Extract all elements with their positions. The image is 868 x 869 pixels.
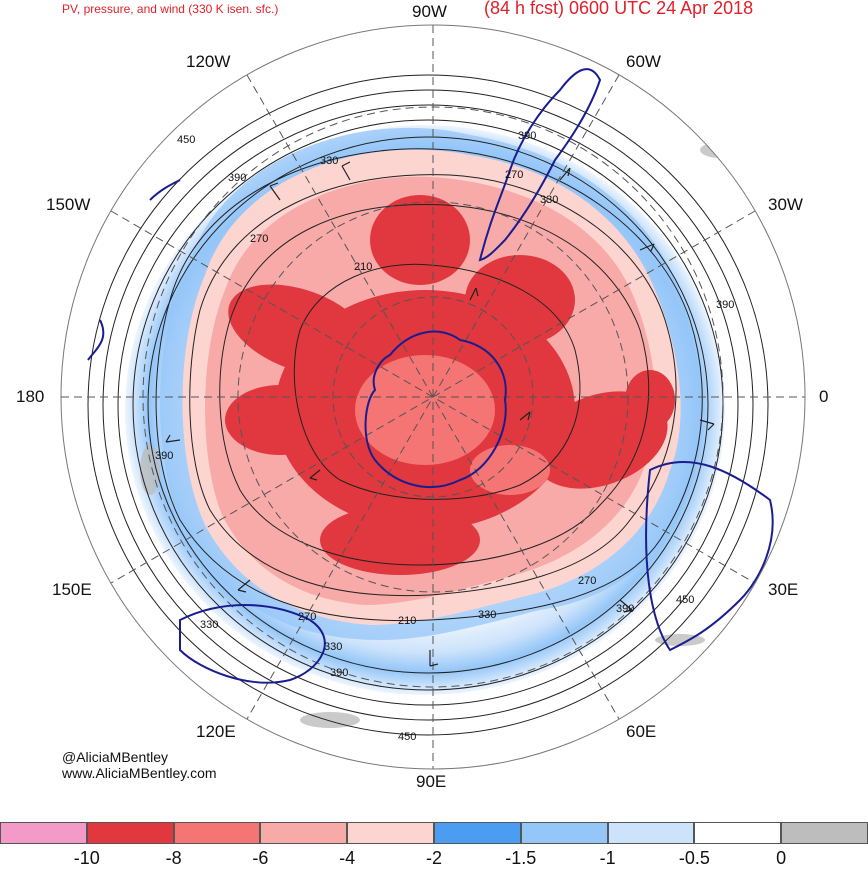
lon-label-60w: 60W <box>626 52 661 71</box>
map-title: PV, pressure, and wind (330 K isen. sfc.… <box>62 2 279 16</box>
lon-label-150e: 150E <box>52 580 92 599</box>
contour-label: 270 <box>578 575 596 587</box>
contour-label: 390 <box>228 172 246 184</box>
contour-label: 390 <box>616 603 634 615</box>
lon-label-90w: 90W <box>412 2 447 21</box>
colorbar-tick-label: 0 <box>776 848 787 868</box>
meridians <box>61 25 805 769</box>
colorbar-tick-label: -4 <box>339 848 356 868</box>
colorbar-swatch <box>520 822 608 844</box>
colorbar-tick-label: -1.5 <box>505 848 537 868</box>
colorbar-swatch <box>86 822 174 844</box>
contour-label: 210 <box>354 261 372 273</box>
colorbar-swatch <box>694 822 782 844</box>
contour-label: 330 <box>478 609 496 621</box>
wind-barbs <box>165 161 715 667</box>
lon-label-150w: 150W <box>46 195 91 214</box>
lon-label-30w: 30W <box>768 195 803 214</box>
colorbar-tick-label: -10 <box>73 848 100 868</box>
colorbar-swatch <box>0 822 87 844</box>
contour-labels: 390 330 450 270 390 330 210 390 390 270 … <box>155 130 734 743</box>
colorbar-tick-label: -1 <box>599 848 616 868</box>
contour-label: 450 <box>177 134 195 146</box>
colorbar-swatch <box>434 822 521 844</box>
colorbar-swatch <box>781 822 868 844</box>
contour-label: 330 <box>320 155 338 167</box>
lon-label-180: 180 <box>16 387 45 406</box>
contour-label: 390 <box>155 450 173 462</box>
colorbar-swatch <box>173 822 261 844</box>
credit-handle: @AliciaMBentley <box>62 749 169 765</box>
colorbar-swatch <box>347 822 434 844</box>
contour-label: 330 <box>324 641 342 653</box>
contour-label: 270 <box>505 169 523 181</box>
lon-label-90e: 90E <box>416 772 447 791</box>
colorbar-swatch <box>607 822 695 844</box>
lon-label-120w: 120W <box>186 52 231 71</box>
lon-label-0: 0 <box>819 387 829 406</box>
pressure-contours <box>87 74 769 736</box>
polar-map: 390 330 450 270 390 330 210 390 390 270 … <box>60 24 806 770</box>
lon-label-120e: 120E <box>196 722 236 741</box>
contour-label: 450 <box>398 731 416 743</box>
credit-site: www.AliciaMBentley.com <box>62 765 217 781</box>
lon-label-60e: 60E <box>626 722 657 741</box>
contour-label: 330 <box>540 194 558 206</box>
contour-label: 330 <box>200 619 218 631</box>
contour-label: 270 <box>250 233 268 245</box>
contour-label: 390 <box>716 299 734 311</box>
map-border <box>60 24 806 770</box>
contour-label: 270 <box>298 611 316 623</box>
colorbar-tick-label: -6 <box>252 848 269 868</box>
contour-label: 210 <box>398 615 416 627</box>
colorbar-tick-label: -8 <box>165 848 182 868</box>
colorbar-swatch <box>260 822 348 844</box>
contour-label: 390 <box>330 667 348 679</box>
lon-label-30e: 30E <box>768 580 799 599</box>
contour-label: 390 <box>518 130 536 142</box>
contour-label: 450 <box>676 594 694 606</box>
colorbar-tick-label: -0.5 <box>678 848 710 868</box>
coastlines <box>87 68 774 684</box>
forecast-time: (84 h fcst) 0600 UTC 24 Apr 2018 <box>484 0 754 18</box>
colorbar-tick-label: -2 <box>425 848 443 868</box>
